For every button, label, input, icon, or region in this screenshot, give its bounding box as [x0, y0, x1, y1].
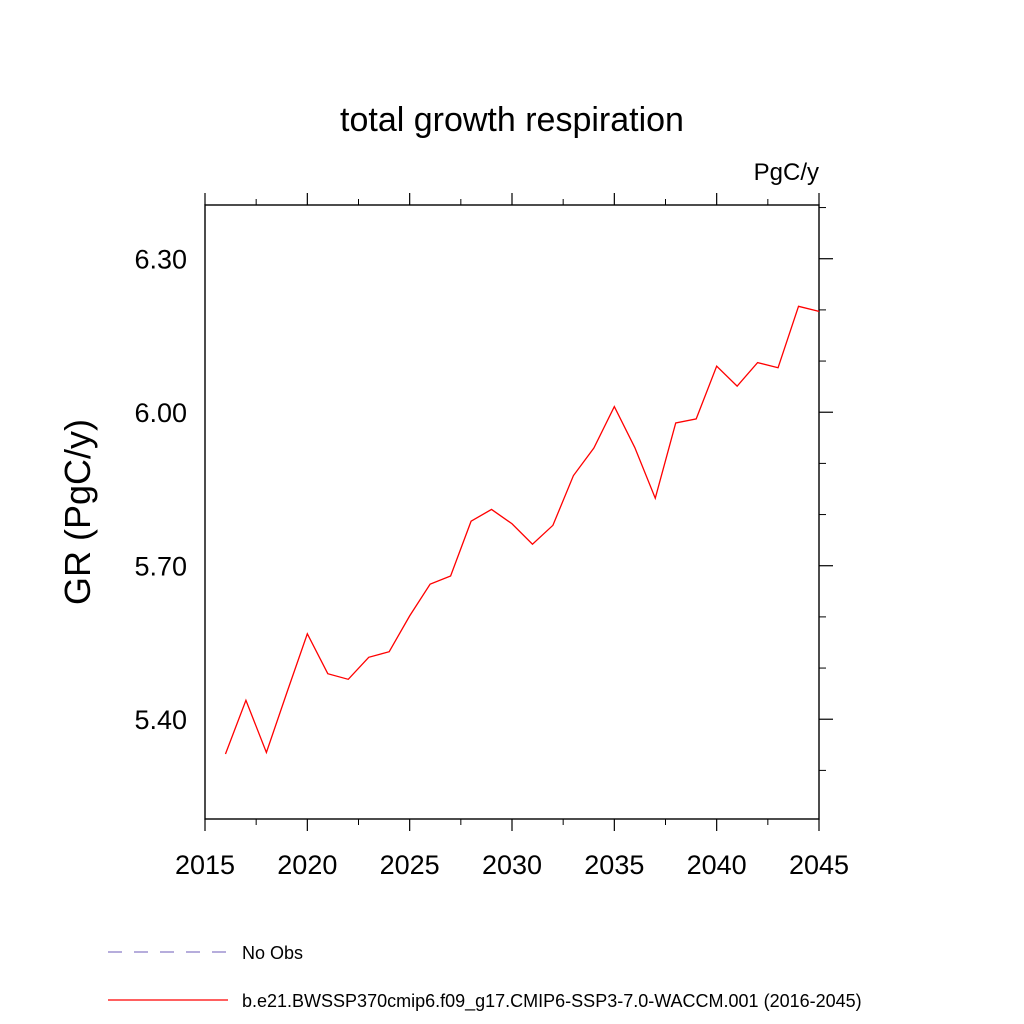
y-tick-label: 6.00 [134, 398, 187, 428]
x-tick-label: 2040 [687, 850, 747, 880]
x-tick-labels: 2015 2020 2025 2030 2035 2040 2045 [175, 850, 849, 880]
units-label: PgC/y [754, 159, 819, 186]
x-tick-label: 2020 [277, 850, 337, 880]
series-layer [224, 305, 820, 755]
x-tick-label: 2025 [380, 850, 440, 880]
x-tick-label: 2030 [482, 850, 542, 880]
y-tick-label: 6.30 [134, 245, 187, 275]
plot-frame [204, 204, 820, 820]
x-tick-label: 2045 [789, 850, 849, 880]
legend: No Obs b.e21.BWSSP370cmip6.f09_g17.CMIP6-… [108, 943, 862, 1012]
series-line-1 [224, 305, 820, 755]
chart-title: total growth respiration [340, 101, 684, 139]
y-tick-labels: 5.40 5.70 6.00 6.30 [134, 245, 187, 735]
y-axis-label: GR (PgC/y) [57, 419, 98, 605]
legend-label: No Obs [242, 943, 303, 963]
x-tick-label: 2035 [584, 850, 644, 880]
y-tick-label: 5.70 [134, 552, 187, 582]
axis-ticks [204, 193, 833, 831]
y-tick-label: 5.40 [134, 705, 187, 735]
x-tick-label: 2015 [175, 850, 235, 880]
legend-label: b.e21.BWSSP370cmip6.f09_g17.CMIP6-SSP3-7… [242, 991, 862, 1012]
